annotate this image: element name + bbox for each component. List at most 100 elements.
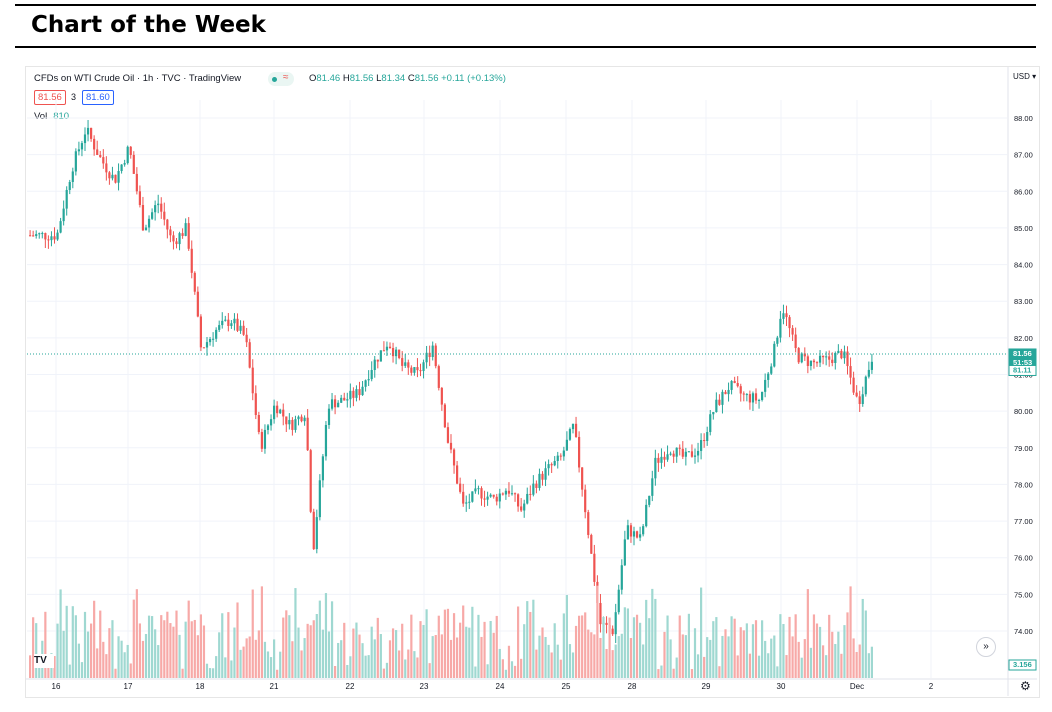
- currency-selector[interactable]: USD ▾: [1013, 72, 1037, 81]
- symbol-title[interactable]: CFDs on WTI Crude Oil · 1h · TVC · Tradi…: [34, 73, 242, 84]
- volume-bar: [337, 642, 340, 678]
- candle-body: [318, 480, 321, 518]
- volume-bar: [166, 611, 169, 678]
- candle-body: [166, 219, 169, 230]
- candle-body: [629, 525, 633, 537]
- candle-body: [358, 389, 361, 396]
- volume-bar: [797, 641, 800, 678]
- candle-body: [184, 223, 187, 236]
- scroll-to-realtime-button[interactable]: »: [976, 637, 996, 657]
- candle-body: [651, 478, 654, 496]
- x-tick-label: Dec: [850, 682, 864, 691]
- tradingview-logo[interactable]: TV: [34, 654, 54, 668]
- candle-body: [178, 233, 181, 245]
- candle-body: [343, 397, 346, 401]
- candle-body: [568, 429, 572, 440]
- volume-bar: [346, 664, 349, 678]
- buy-price-button[interactable]: 81.60: [82, 90, 114, 105]
- candle-body: [306, 417, 309, 451]
- volume-bar: [184, 621, 187, 678]
- candle-body: [303, 417, 306, 422]
- candle-body: [599, 602, 602, 625]
- volume-bar: [721, 635, 724, 678]
- candle-body: [56, 232, 59, 240]
- candle-body: [712, 412, 715, 415]
- volume-bar: [230, 660, 233, 678]
- chart-of-the-week-header: Chart of the Week: [15, 4, 1036, 48]
- volume-bar: [99, 610, 102, 678]
- volume-bar: [373, 639, 376, 678]
- bar-countdown-tag: 51:53: [1013, 358, 1032, 367]
- candle-body: [160, 203, 163, 212]
- candle-body: [617, 589, 620, 613]
- high-value: 81.56: [349, 73, 374, 84]
- volume-bar: [678, 615, 681, 678]
- candle-body: [517, 494, 520, 507]
- volume-bar: [266, 651, 270, 678]
- candle-body: [654, 457, 657, 479]
- settings-gear-icon[interactable]: ⚙: [1020, 679, 1031, 693]
- volume-bar: [294, 588, 297, 678]
- candle-body: [196, 291, 199, 317]
- market-status-badge[interactable]: [268, 72, 294, 86]
- volume-bar: [254, 639, 257, 678]
- volume-bar: [282, 617, 285, 678]
- volume-bar: [315, 614, 318, 678]
- volume-bar: [263, 641, 267, 678]
- candle-body: [513, 493, 517, 495]
- volume-bar: [35, 623, 38, 678]
- volume-legend: Vol 810: [34, 111, 70, 122]
- candle-body: [212, 338, 215, 340]
- volume-bar: [657, 669, 660, 678]
- sell-price-button[interactable]: 81.56: [34, 90, 66, 105]
- candle-body: [312, 511, 315, 550]
- volume-bar: [639, 622, 642, 678]
- candle-body: [770, 366, 773, 374]
- candle-body: [367, 379, 370, 381]
- volume-bar: [29, 655, 32, 678]
- candle-body: [169, 229, 172, 236]
- candle-body: [489, 494, 492, 497]
- volume-bar: [147, 615, 151, 678]
- candle-body: [544, 468, 547, 480]
- volume-bar: [474, 666, 477, 678]
- volume-bar: [68, 664, 71, 678]
- volume-bar: [376, 617, 379, 678]
- volume-bar: [761, 620, 764, 678]
- candle-body: [614, 612, 617, 635]
- volume-bar: [800, 657, 803, 678]
- candle-body: [355, 389, 358, 398]
- candle-body: [611, 628, 614, 635]
- volume-bar: [224, 657, 227, 678]
- volume-bar: [285, 610, 288, 678]
- volume-bar: [669, 639, 672, 678]
- candle-body: [71, 171, 74, 182]
- x-tick-label: 25: [562, 682, 571, 691]
- candle-body: [843, 351, 846, 359]
- volume-bar: [102, 641, 105, 678]
- volume-bar: [733, 618, 736, 678]
- volume-bar: [605, 649, 608, 678]
- candle-body: [413, 367, 416, 373]
- candle-body: [41, 233, 44, 235]
- candle-body: [373, 359, 376, 371]
- volume-bar: [90, 623, 93, 678]
- volume-bar: [645, 599, 648, 678]
- candle-body: [523, 503, 526, 511]
- candle-body: [425, 352, 428, 363]
- candle-body: [410, 367, 413, 373]
- volume-bar: [364, 655, 367, 678]
- tradingview-chart-frame[interactable]: [25, 66, 1040, 698]
- approximate-wave-icon: ≈: [283, 72, 289, 83]
- candle-body: [663, 456, 666, 460]
- candle-body: [681, 448, 684, 457]
- candle-body: [761, 391, 764, 401]
- candle-body: [291, 419, 294, 430]
- candle-body: [340, 397, 343, 403]
- x-tick-label: 23: [420, 682, 429, 691]
- candle-body: [144, 227, 148, 231]
- candle-body: [77, 149, 80, 152]
- candle-body: [215, 329, 218, 339]
- volume-bar: [739, 627, 742, 678]
